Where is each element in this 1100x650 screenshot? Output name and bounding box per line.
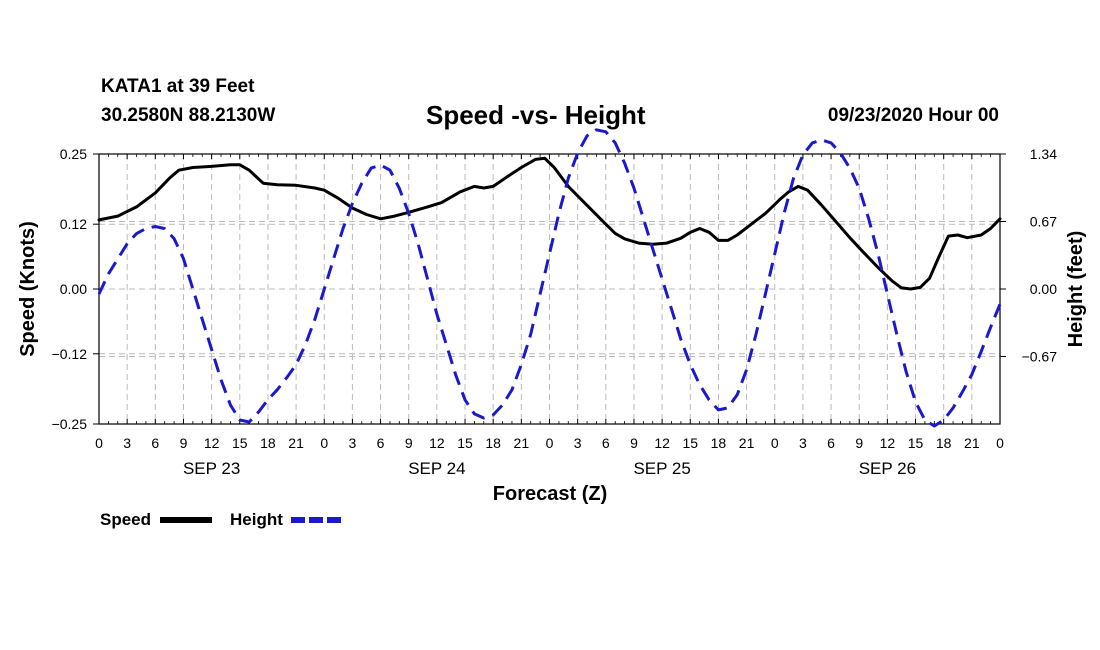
- y-axis-title: Speed (Knots): [17, 221, 39, 357]
- forecast-date-label: 09/23/2020 Hour 00: [827, 105, 999, 126]
- x-tick-label: 15: [908, 435, 924, 451]
- x-tick-label: 6: [151, 435, 159, 451]
- x-tick-label: 18: [936, 435, 952, 451]
- day-label: SEP 24: [408, 459, 465, 478]
- y-tick-label: 0.00: [60, 281, 87, 297]
- series-line-speed: [97, 156, 1002, 291]
- y2-tick-label: 0.67: [1030, 214, 1057, 230]
- x-tick-label: 9: [855, 435, 863, 451]
- x-tick-label: 0: [771, 435, 779, 451]
- x-tick-label: 21: [739, 435, 755, 451]
- x-tick-label: 18: [485, 435, 501, 451]
- y-tick-label: 0.12: [60, 216, 87, 232]
- x-tick-label: 3: [799, 435, 807, 451]
- x-tick-label: 12: [654, 435, 670, 451]
- y2-axis-title: Height (feet): [1065, 231, 1087, 348]
- x-tick-label: 0: [546, 435, 554, 451]
- y-tick-label: −0.12: [52, 346, 88, 362]
- coordinates-label: 30.2580N 88.2130W: [101, 105, 276, 126]
- x-tick-label: 9: [405, 435, 413, 451]
- x-tick-label: 9: [180, 435, 188, 451]
- x-tick-label: 9: [630, 435, 638, 451]
- x-axis-title: Forecast (Z): [493, 483, 607, 505]
- y2-tick-label: 0.00: [1030, 281, 1057, 297]
- legend-label-speed: Speed: [100, 510, 151, 529]
- x-tick-label: 6: [377, 435, 385, 451]
- x-tick-label: 12: [204, 435, 220, 451]
- x-tick-label: 21: [964, 435, 980, 451]
- x-tick-label: 15: [682, 435, 698, 451]
- y2-tick-label: 1.34: [1030, 146, 1057, 162]
- x-tick-label: 3: [574, 435, 582, 451]
- x-tick-label: 3: [349, 435, 357, 451]
- x-tick-label: 15: [457, 435, 473, 451]
- x-tick-label: 15: [232, 435, 248, 451]
- x-tick-label: 12: [429, 435, 445, 451]
- x-tick-label: 21: [514, 435, 530, 451]
- x-tick-label: 6: [602, 435, 610, 451]
- day-label: SEP 26: [859, 459, 916, 478]
- y-tick-label: 0.25: [60, 146, 87, 162]
- series-line-height: [97, 128, 1002, 428]
- x-tick-label: 12: [880, 435, 896, 451]
- station-label: KATA1 at 39 Feet: [101, 76, 255, 97]
- x-tick-label: 0: [996, 435, 1004, 451]
- day-label: SEP 23: [183, 459, 240, 478]
- x-tick-label: 21: [288, 435, 304, 451]
- y2-tick-label: −0.67: [1022, 349, 1058, 365]
- day-label: SEP 25: [633, 459, 690, 478]
- chart-title: Speed -vs- Height: [426, 100, 646, 130]
- x-tick-label: 18: [711, 435, 727, 451]
- x-tick-label: 0: [320, 435, 328, 451]
- legend-label-height: Height: [230, 510, 283, 529]
- y-tick-label: −0.25: [52, 416, 88, 432]
- x-tick-label: 0: [95, 435, 103, 451]
- x-tick-label: 6: [827, 435, 835, 451]
- x-tick-label: 3: [123, 435, 131, 451]
- x-tick-label: 18: [260, 435, 276, 451]
